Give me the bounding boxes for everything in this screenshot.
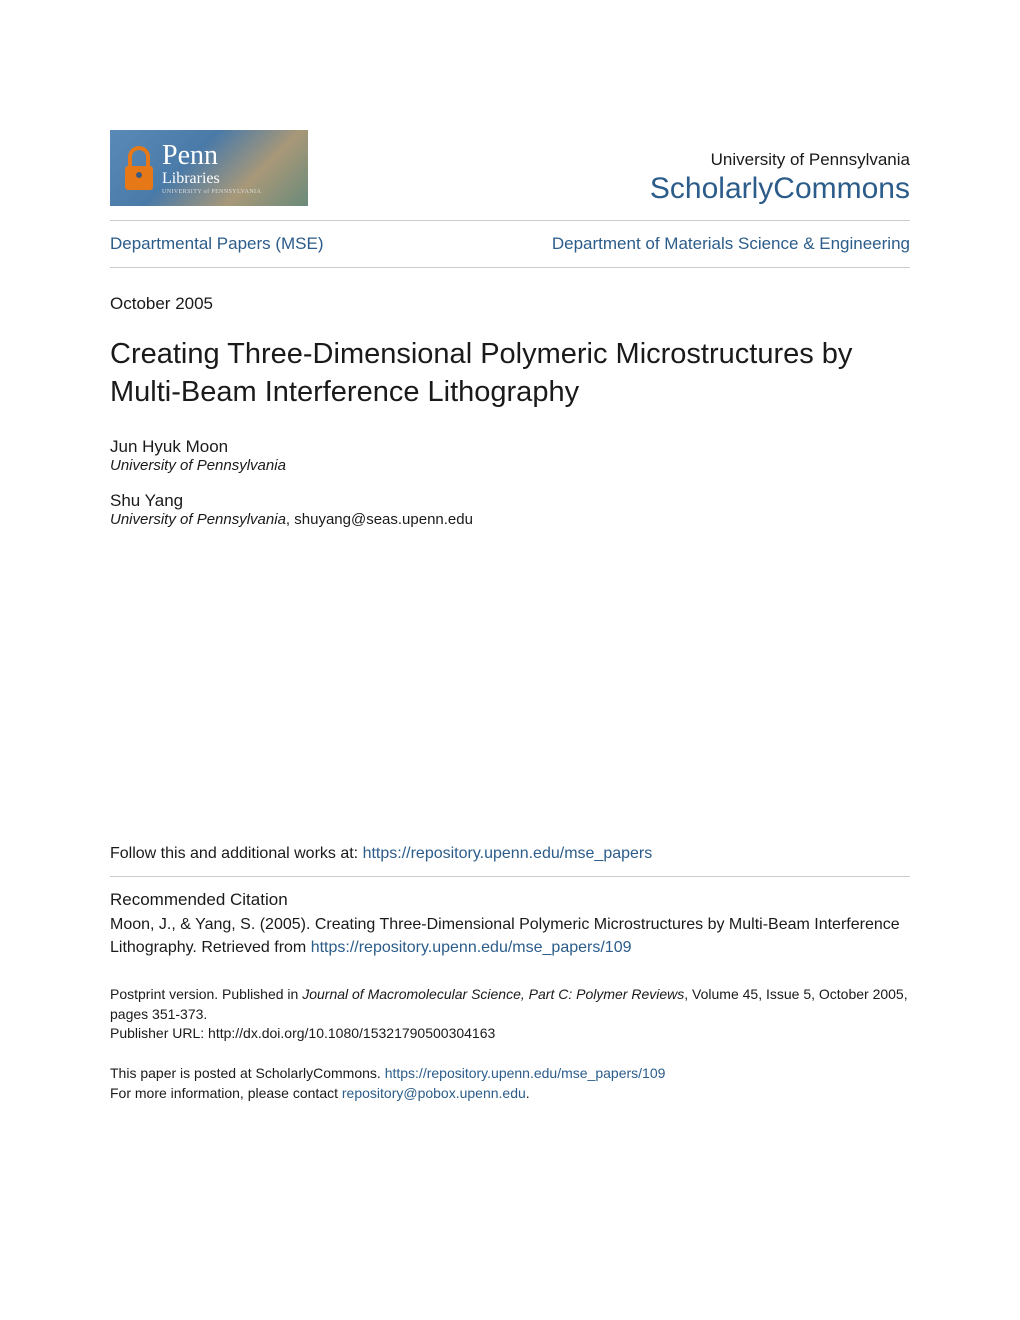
citation-text: Moon, J., & Yang, S. (2005). Creating Th… (110, 914, 910, 959)
footer-posted: This paper is posted at ScholarlyCommons… (110, 1064, 910, 1103)
nav-left-link[interactable]: Departmental Papers (MSE) (110, 234, 324, 254)
follow-link[interactable]: https://repository.upenn.edu/mse_papers (363, 845, 653, 862)
contact-suffix: . (526, 1085, 530, 1101)
author-affiliation: University of Pennsylvania (110, 511, 286, 528)
penn-libraries-logo[interactable]: Penn Libraries UNIVERSITY of PENNSYLVANI… (110, 130, 308, 206)
header-row: Penn Libraries UNIVERSITY of PENNSYLVANI… (110, 130, 910, 206)
divider-citation (110, 876, 910, 877)
content: October 2005 Creating Three-Dimensional … (110, 294, 910, 1103)
postprint-prefix: Postprint version. Published in (110, 986, 302, 1002)
author-name: Shu Yang (110, 491, 910, 511)
author-name: Jun Hyuk Moon (110, 437, 910, 457)
publisher-url: Publisher URL: http://dx.doi.org/10.1080… (110, 1025, 495, 1041)
author-email: , shuyang@seas.upenn.edu (286, 511, 473, 528)
logo-text: Penn Libraries UNIVERSITY of PENNSYLVANI… (162, 142, 261, 195)
publication-date: October 2005 (110, 294, 910, 314)
journal-name: Journal of Macromolecular Science, Part … (302, 986, 684, 1002)
citation-heading: Recommended Citation (110, 890, 910, 910)
divider-nav (110, 267, 910, 268)
spacer (110, 545, 910, 845)
follow-prefix: Follow this and additional works at: (110, 845, 363, 862)
logo-subtext: UNIVERSITY of PENNSYLVANIA (162, 189, 261, 195)
logo-penn: Penn (162, 142, 261, 170)
author-block-2: Shu Yang University of Pennsylvania, shu… (110, 491, 910, 529)
posted-link[interactable]: https://repository.upenn.edu/mse_papers/… (385, 1065, 666, 1081)
posted-prefix: This paper is posted at ScholarlyCommons… (110, 1065, 385, 1081)
nav-row: Departmental Papers (MSE) Department of … (110, 221, 910, 267)
header-right: University of Pennsylvania ScholarlyComm… (650, 150, 910, 206)
footer-postprint: Postprint version. Published in Journal … (110, 985, 910, 1044)
follow-text: Follow this and additional works at: htt… (110, 845, 910, 863)
scholarly-commons-link[interactable]: ScholarlyCommons (650, 172, 910, 206)
university-name: University of Pennsylvania (650, 150, 910, 170)
logo-libraries: Libraries (162, 171, 261, 187)
author-affiliation: University of Pennsylvania (110, 457, 286, 474)
contact-email-link[interactable]: repository@pobox.upenn.edu (342, 1085, 526, 1101)
nav-right-link[interactable]: Department of Materials Science & Engine… (552, 234, 910, 254)
contact-prefix: For more information, please contact (110, 1085, 342, 1101)
open-lock-icon (124, 146, 154, 190)
paper-title: Creating Three-Dimensional Polymeric Mic… (110, 336, 910, 411)
author-block-1: Jun Hyuk Moon University of Pennsylvania (110, 437, 910, 475)
citation-link[interactable]: https://repository.upenn.edu/mse_papers/… (311, 939, 632, 956)
